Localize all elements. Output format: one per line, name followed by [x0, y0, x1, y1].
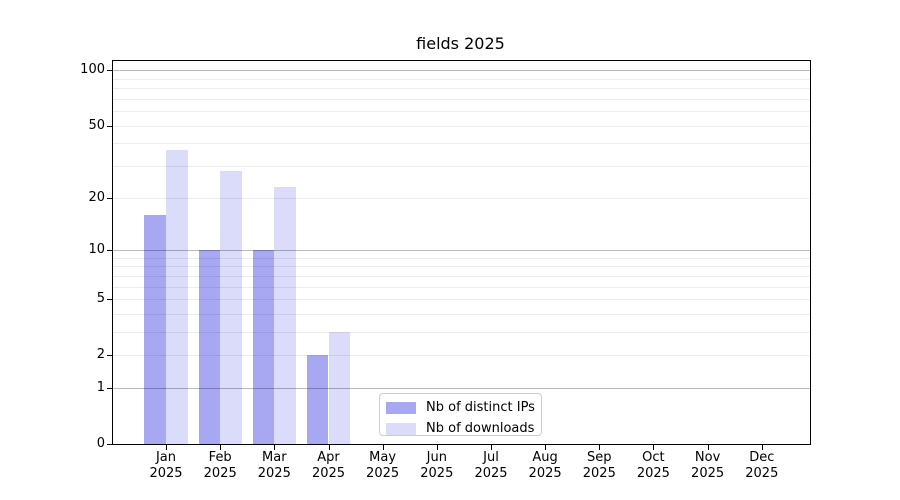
legend-item-distinct-ips: Nb of distinct IPs	[386, 399, 541, 416]
x-tick-mark	[328, 445, 330, 450]
gridline-minor	[113, 78, 810, 80]
y-tick-mark	[107, 387, 112, 389]
chart-title: fields 2025	[416, 34, 505, 53]
gridline-minor	[113, 88, 810, 90]
y-tick-label: 100	[80, 62, 105, 78]
gridline-minor	[113, 98, 810, 100]
y-tick-mark	[107, 249, 112, 251]
y-tick-label: 1	[96, 379, 105, 395]
x-tick-label: Jun 2025	[420, 450, 454, 481]
y-tick-mark	[107, 197, 112, 199]
x-tick-label: Jul 2025	[474, 450, 508, 481]
gridline-minor	[113, 166, 810, 167]
plot-area: Nb of distinct IPs Nb of downloads 100 50…	[80, 60, 811, 481]
y-tick-label: 5	[96, 291, 105, 306]
y-tick-mark	[107, 355, 112, 357]
x-tick-mark	[436, 445, 438, 450]
bar-distinct-ips-feb	[198, 249, 221, 444]
legend-item-downloads: Nb of downloads	[386, 420, 541, 437]
x-tick-label: Mar 2025	[257, 450, 291, 481]
x-tick-label: May 2025	[366, 450, 400, 481]
y-tick-mark	[107, 299, 112, 300]
x-tick-mark	[545, 445, 547, 450]
bar-downloads-apr	[328, 331, 351, 444]
x-tick-label: Feb 2025	[203, 450, 237, 481]
x-tick-mark	[761, 445, 763, 450]
x-tick-mark	[382, 445, 384, 450]
x-tick-mark	[166, 445, 167, 450]
bar-distinct-ips-apr	[306, 355, 329, 444]
x-tick-label: Aug 2025	[528, 450, 562, 481]
x-tick-mark	[491, 445, 492, 450]
y-tick-label: 2	[96, 347, 105, 363]
legend-swatch-downloads	[386, 422, 416, 435]
y-tick-mark	[107, 444, 112, 445]
gridline-major	[113, 70, 810, 72]
bar-downloads-mar	[274, 186, 296, 444]
x-tick-label: Nov 2025	[691, 450, 725, 481]
gridline-minor	[113, 143, 810, 145]
legend-label-distinct-ips: Nb of distinct IPs	[426, 399, 535, 415]
bar-distinct-ips-mar	[252, 249, 275, 444]
x-tick-label: Dec 2025	[745, 450, 779, 481]
x-tick-mark	[707, 445, 709, 450]
bar-distinct-ips-jan	[144, 214, 166, 444]
x-tick-label: Apr 2025	[311, 450, 346, 481]
legend-label-downloads: Nb of downloads	[426, 420, 535, 436]
y-tick-mark	[107, 125, 112, 127]
x-tick-label: Sep 2025	[582, 450, 616, 481]
y-tick-label: 50	[88, 117, 105, 133]
gridline-minor	[113, 125, 810, 127]
gridline-minor	[113, 111, 810, 113]
y-tick-label: 20	[88, 189, 105, 205]
x-tick-mark	[274, 445, 276, 450]
y-tick-label: 10	[88, 241, 105, 257]
x-tick-label: Oct 2025	[636, 450, 670, 481]
legend: Nb of distinct IPs Nb of downloads	[379, 393, 542, 436]
bar-downloads-feb	[220, 171, 242, 444]
legend-swatch-distinct-ips	[386, 401, 416, 414]
x-tick-label: Jan 2025	[149, 450, 183, 481]
x-tick-mark	[653, 445, 655, 450]
x-tick-mark	[599, 445, 601, 450]
gridline-minor	[113, 197, 810, 199]
y-tick-label: 0	[96, 436, 105, 451]
x-tick-mark	[220, 445, 222, 450]
y-tick-mark	[107, 70, 112, 72]
bar-downloads-jan	[166, 149, 188, 444]
